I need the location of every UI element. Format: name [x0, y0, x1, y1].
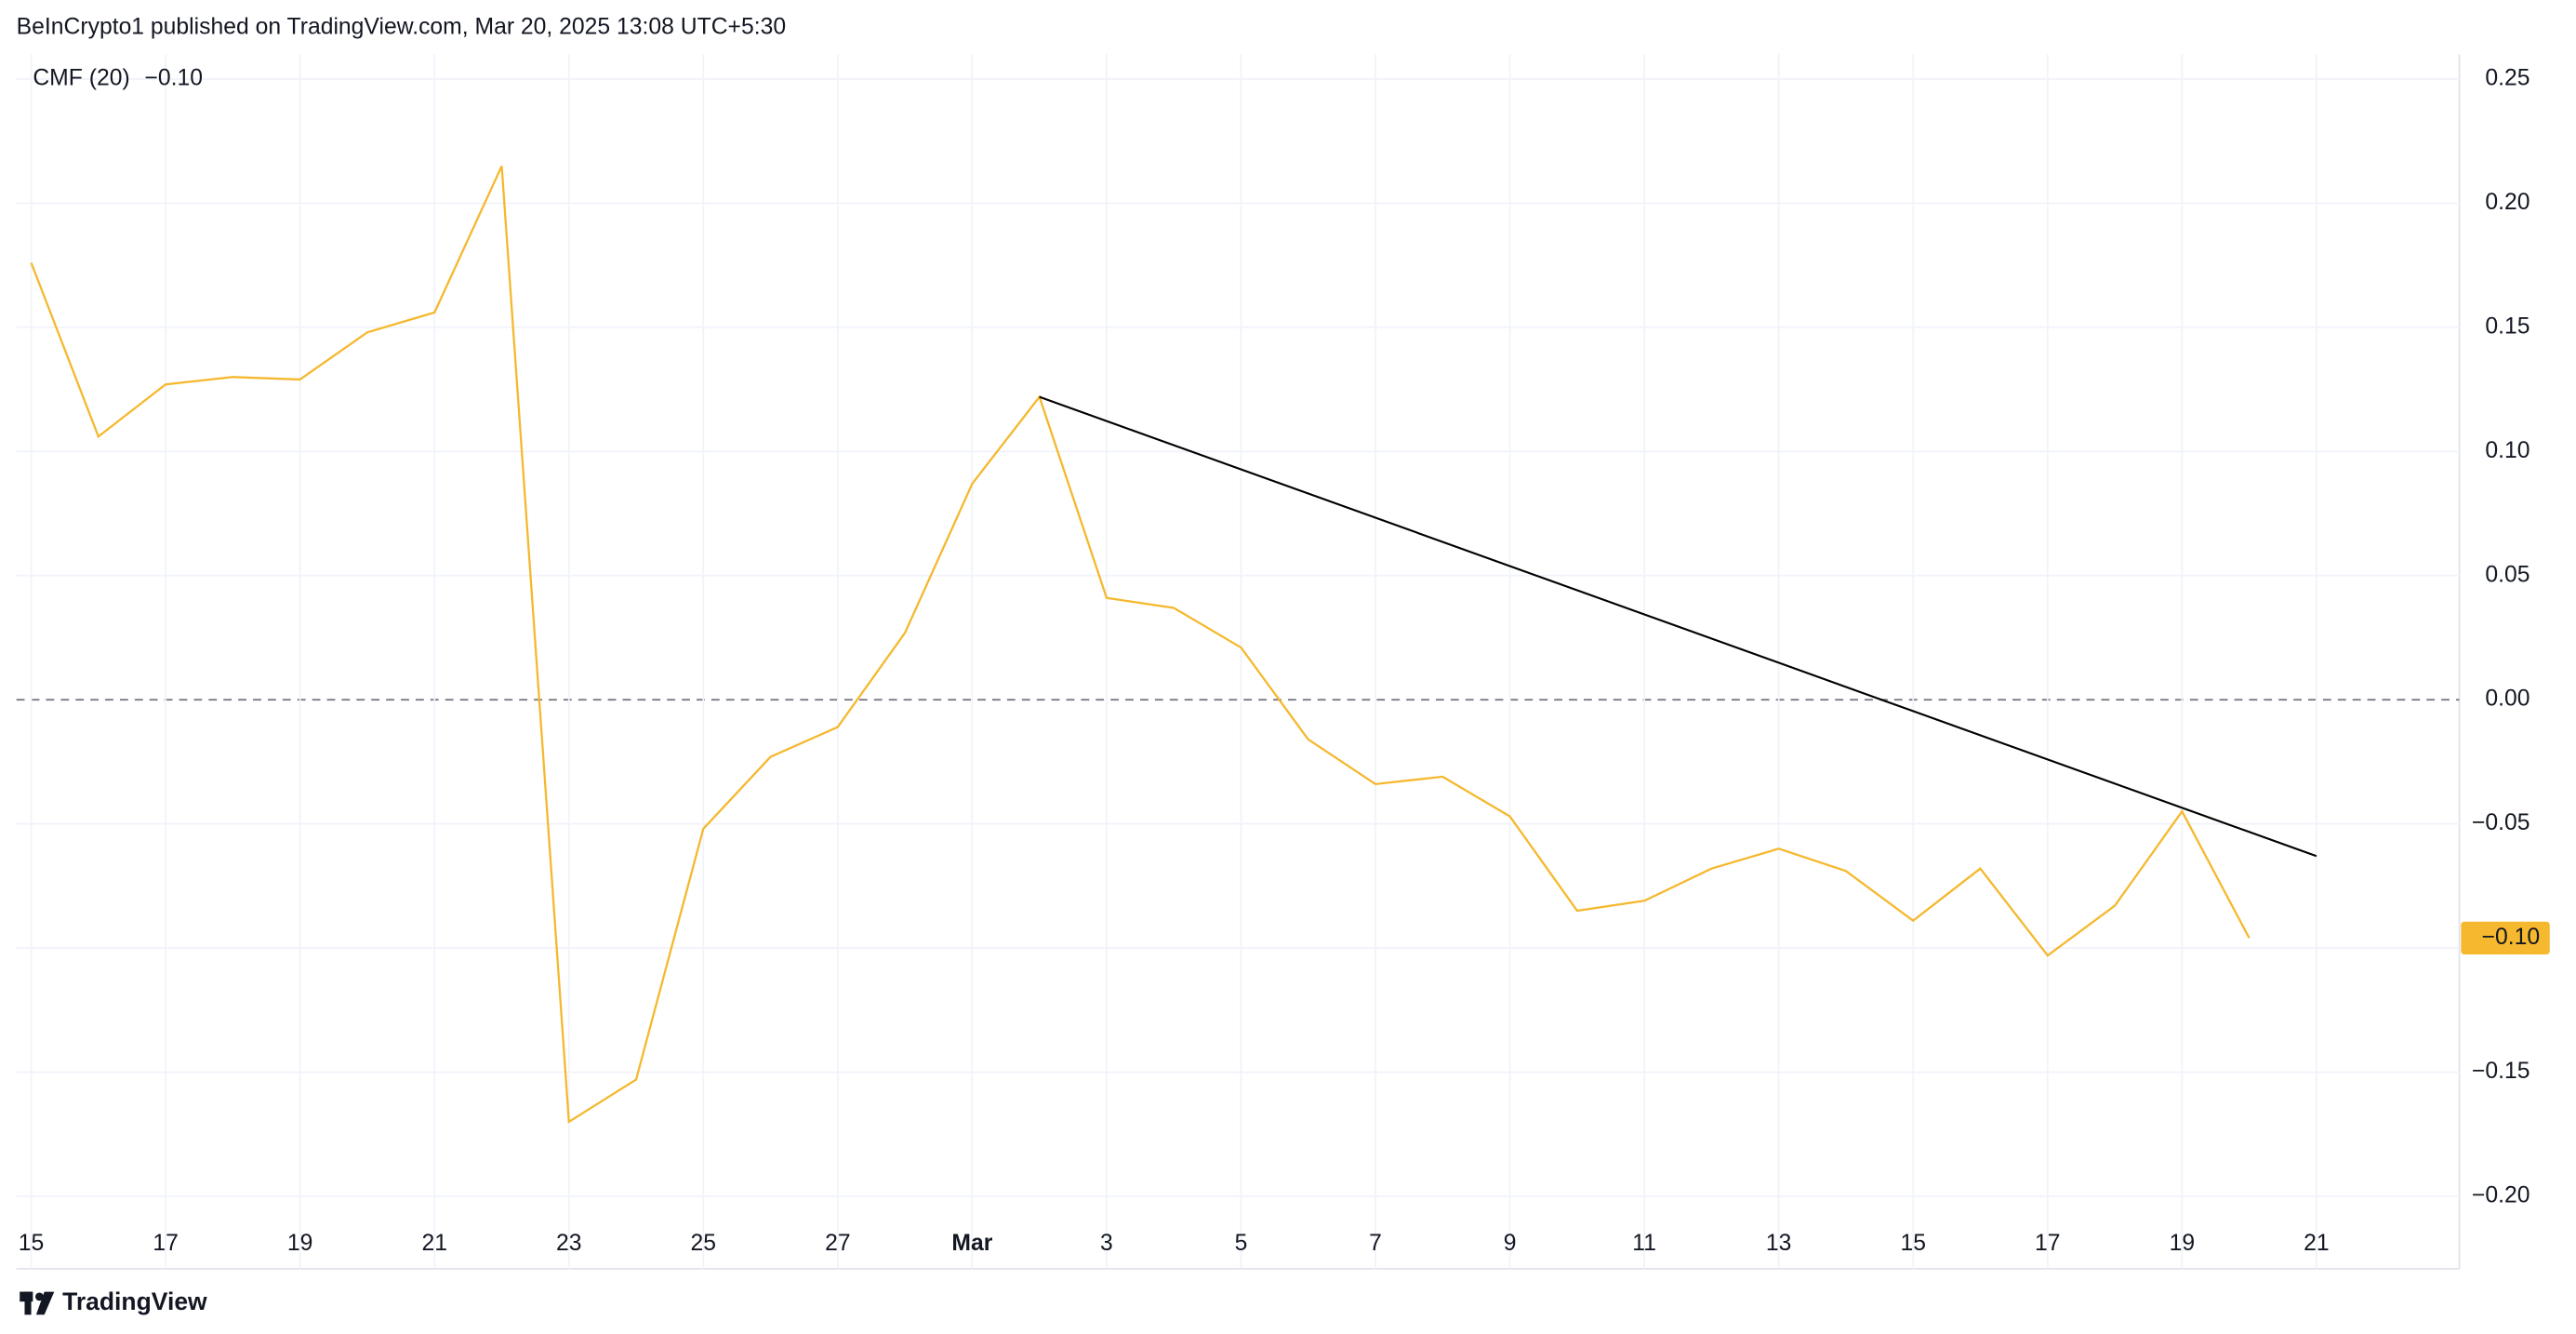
- y-tick-label: 0.10: [2485, 438, 2530, 463]
- x-tick-label: 5: [1235, 1231, 1248, 1256]
- legend-name: CMF (20): [33, 65, 129, 90]
- x-tick-label: 3: [1100, 1231, 1113, 1256]
- cmf-line: [30, 165, 2251, 1124]
- x-tick-label: 23: [556, 1231, 581, 1256]
- logo: [20, 1291, 55, 1315]
- y-tick-label: −0.15: [2472, 1059, 2530, 1084]
- x-tick-label: 15: [1900, 1231, 1925, 1256]
- y-tick-label: −0.20: [2472, 1182, 2530, 1207]
- legend-value: −0.10: [144, 65, 203, 90]
- x-tick-label: 17: [2035, 1231, 2061, 1256]
- price-tag-label: −0.10: [2482, 925, 2541, 950]
- y-tick-label: 0.25: [2485, 66, 2530, 91]
- header: BeInCrypto1 published on TradingView.com…: [17, 15, 786, 40]
- trendline: [1039, 395, 2317, 858]
- x-tick-label: 25: [691, 1231, 716, 1256]
- y-tick-label: 0.00: [2485, 687, 2530, 712]
- y-tick-label: 0.15: [2485, 313, 2530, 339]
- x-tick-label: 27: [825, 1231, 850, 1256]
- x-tick-label: 9: [1504, 1231, 1517, 1256]
- x-tick-label: 19: [287, 1231, 313, 1256]
- price-tag: [2461, 921, 2550, 955]
- x-tick-label: 13: [1766, 1231, 1791, 1256]
- y-tick-label: −0.05: [2472, 810, 2530, 835]
- x-tick-label: 11: [1632, 1231, 1656, 1256]
- x-tick-label: 15: [19, 1231, 44, 1256]
- x-tick-label: 19: [2170, 1231, 2196, 1256]
- x-tick-label: 17: [153, 1231, 179, 1256]
- footer: TradingView: [62, 1287, 207, 1315]
- x-tick-label: Mar: [951, 1231, 992, 1256]
- x-tick-label: 21: [421, 1231, 446, 1256]
- x-tick-label: 7: [1369, 1231, 1382, 1256]
- y-tick-label: 0.05: [2485, 562, 2530, 587]
- y-tick-label: 0.20: [2485, 190, 2530, 215]
- x-tick-label: 21: [2304, 1231, 2329, 1256]
